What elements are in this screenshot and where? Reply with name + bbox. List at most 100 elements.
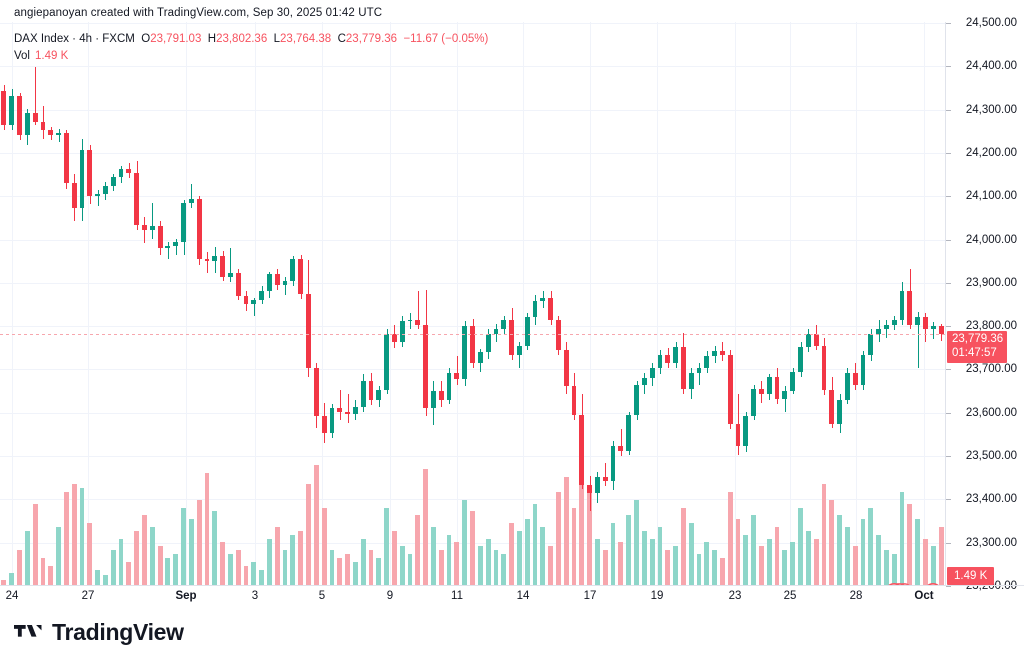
current-price-badge: 23,779.36 01:47:57 bbox=[947, 331, 1008, 364]
volume-bar bbox=[477, 546, 483, 585]
price-tick-mark bbox=[946, 368, 951, 370]
price-axis[interactable]: 24,500.00 24,400.00 24,300.00 24,200.00 24,1… bbox=[945, 17, 1024, 592]
candle-body bbox=[665, 354, 671, 364]
volume-bar bbox=[813, 538, 819, 585]
legend-close-label: C bbox=[337, 33, 346, 45]
volume-bar bbox=[532, 503, 538, 585]
candle-body bbox=[368, 380, 374, 400]
price-tick-mark bbox=[946, 412, 951, 414]
candle-body bbox=[641, 377, 647, 385]
candle-body bbox=[696, 368, 702, 373]
volume-bar bbox=[524, 519, 530, 585]
volume-bar bbox=[188, 519, 194, 585]
volume-bar bbox=[220, 542, 225, 585]
gridline-horizontal bbox=[0, 498, 945, 500]
candle-body bbox=[142, 224, 147, 230]
candle-body bbox=[149, 225, 155, 230]
volume-bar bbox=[704, 542, 710, 585]
price-axis-label: 23,900.00 bbox=[965, 276, 1017, 289]
volume-bar bbox=[759, 546, 764, 585]
candle-body bbox=[134, 172, 140, 225]
gridline-horizontal bbox=[0, 282, 945, 284]
volume-bar bbox=[719, 557, 725, 585]
volume-bar bbox=[462, 499, 468, 585]
eu-economic-event-marker-icon[interactable] bbox=[885, 583, 903, 585]
time-axis-label: 23 bbox=[728, 590, 742, 602]
attribution-text: angiepanoyan created with TradingView.co… bbox=[14, 7, 383, 19]
gridline-horizontal bbox=[0, 368, 945, 370]
candle-body bbox=[727, 355, 733, 424]
candle-body bbox=[602, 476, 608, 482]
candle-wick bbox=[348, 394, 349, 423]
candle-body bbox=[423, 325, 429, 409]
chart-frame: DAX Index · 4h · FXCM O23,791.03 H23,802… bbox=[0, 17, 1024, 608]
candle-body bbox=[813, 333, 819, 346]
candle-body bbox=[438, 390, 444, 400]
gridline-vertical bbox=[523, 22, 524, 585]
price-tick-mark bbox=[946, 455, 951, 457]
current-price-line bbox=[0, 334, 945, 335]
candle-body bbox=[251, 300, 257, 305]
volume-bar bbox=[837, 515, 842, 585]
candle-body bbox=[798, 346, 803, 372]
candle-body bbox=[634, 384, 639, 416]
legend-volume-row: Vol 1.49 K bbox=[14, 49, 488, 64]
volume-bar bbox=[337, 557, 343, 585]
candle-body bbox=[173, 242, 179, 247]
volume-bar bbox=[610, 523, 616, 585]
candle-body bbox=[235, 273, 241, 296]
candle-body bbox=[352, 406, 358, 414]
chart-plot-area[interactable] bbox=[0, 22, 945, 585]
gridline-horizontal bbox=[0, 22, 945, 24]
legend-open-value: 23,791.03 bbox=[150, 33, 202, 45]
volume-bar bbox=[17, 550, 22, 585]
candle-body bbox=[24, 112, 30, 135]
volume-bar bbox=[571, 507, 577, 585]
gridline-vertical bbox=[856, 22, 857, 585]
candle-body bbox=[915, 317, 921, 326]
volume-bar bbox=[360, 538, 366, 585]
volume-bar bbox=[134, 530, 140, 585]
legend-interval[interactable]: 4h bbox=[79, 33, 93, 45]
time-axis[interactable]: 24 27 Sep 3 5 9 11 14 17 19 23 25 28 Oct bbox=[0, 585, 1024, 608]
time-axis-label: 11 bbox=[451, 590, 463, 602]
tradingview-logo[interactable]: TradingView bbox=[14, 619, 184, 646]
price-tick-mark bbox=[946, 22, 951, 24]
legend-exchange: FXCM bbox=[102, 33, 135, 45]
volume-bar bbox=[634, 499, 639, 585]
volume-bar bbox=[555, 492, 561, 585]
price-tick-mark bbox=[946, 109, 951, 111]
candle-body bbox=[759, 389, 764, 395]
legend-sep-1: · bbox=[68, 33, 80, 45]
volume-bar bbox=[876, 534, 882, 585]
candle-body bbox=[907, 290, 913, 326]
price-axis-label: 24,200.00 bbox=[965, 146, 1017, 159]
candle-body bbox=[313, 368, 319, 417]
volume-bar bbox=[727, 492, 733, 585]
candle-body bbox=[563, 350, 569, 386]
candle-body bbox=[212, 255, 218, 262]
legend-volume-value: 1.49 K bbox=[35, 50, 69, 62]
candle-wick bbox=[933, 321, 934, 339]
gridline-vertical bbox=[186, 22, 187, 585]
tradingview-mark-icon bbox=[14, 625, 42, 637]
candle-body bbox=[110, 177, 116, 186]
candle-body bbox=[17, 95, 22, 135]
gridline-horizontal bbox=[0, 109, 945, 111]
volume-bar bbox=[173, 554, 179, 585]
eu-economic-event-marker-icon[interactable] bbox=[924, 583, 942, 585]
legend-symbol[interactable]: DAX Index bbox=[14, 33, 69, 45]
volume-bar bbox=[579, 468, 585, 585]
legend-ohlc-row: DAX Index · 4h · FXCM O23,791.03 H23,802… bbox=[14, 32, 488, 47]
volume-bar bbox=[368, 550, 374, 585]
candle-body bbox=[891, 319, 897, 326]
candle-body bbox=[821, 345, 827, 391]
candle-body bbox=[399, 320, 405, 343]
candle-body bbox=[446, 372, 452, 400]
volume-bar bbox=[696, 554, 702, 585]
candle-body bbox=[501, 319, 507, 330]
candle-body bbox=[321, 416, 327, 434]
volume-bar bbox=[274, 526, 280, 585]
candle-wick bbox=[207, 252, 208, 274]
candle-wick bbox=[621, 429, 622, 456]
